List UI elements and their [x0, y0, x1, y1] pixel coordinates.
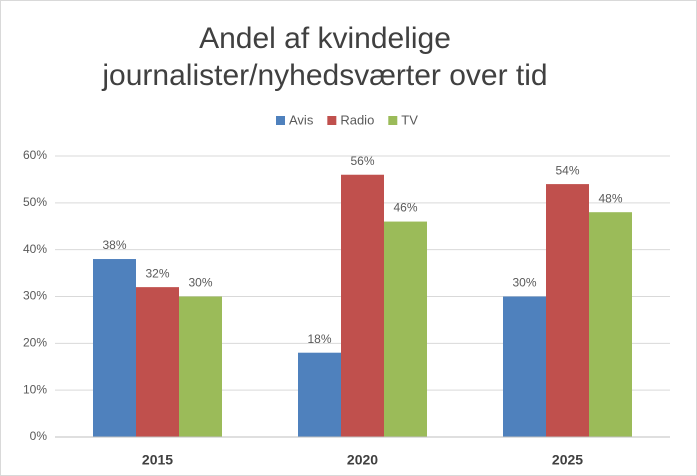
- bar: [589, 212, 632, 437]
- bar: [136, 287, 179, 437]
- x-tick-label: 2025: [552, 452, 583, 468]
- legend-label: TV: [401, 112, 418, 127]
- data-label: 30%: [188, 276, 212, 290]
- legend-label: Avis: [289, 112, 314, 127]
- y-tick-label: 30%: [23, 289, 47, 303]
- y-tick-label: 20%: [23, 336, 47, 350]
- y-tick-label: 40%: [23, 242, 47, 256]
- chart-title: journalister/nyhedsværter over tid: [101, 59, 547, 92]
- bar: [384, 221, 427, 437]
- y-tick-label: 10%: [23, 382, 47, 396]
- legend-swatch: [388, 116, 398, 125]
- data-label: 18%: [307, 332, 331, 346]
- y-tick-label: 60%: [23, 148, 47, 162]
- bar: [298, 352, 341, 437]
- bar: [503, 296, 546, 437]
- bar: [179, 296, 222, 437]
- bar: [546, 184, 589, 437]
- data-label: 46%: [393, 201, 417, 215]
- data-label: 38%: [102, 238, 126, 252]
- bar: [93, 259, 136, 437]
- data-label: 54%: [555, 163, 579, 177]
- legend-label: Radio: [340, 112, 374, 127]
- data-label: 56%: [350, 154, 374, 168]
- y-tick-label: 0%: [30, 429, 48, 443]
- x-tick-label: 2015: [142, 452, 173, 468]
- data-label: 30%: [512, 276, 536, 290]
- legend-swatch: [276, 116, 285, 125]
- bar: [341, 174, 384, 437]
- chart-title: Andel af kvindelige: [199, 22, 451, 55]
- x-tick-label: 2020: [347, 452, 378, 468]
- y-tick-label: 50%: [23, 195, 47, 209]
- legend-swatch: [327, 116, 337, 125]
- data-label: 32%: [145, 266, 169, 280]
- data-label: 48%: [598, 191, 622, 205]
